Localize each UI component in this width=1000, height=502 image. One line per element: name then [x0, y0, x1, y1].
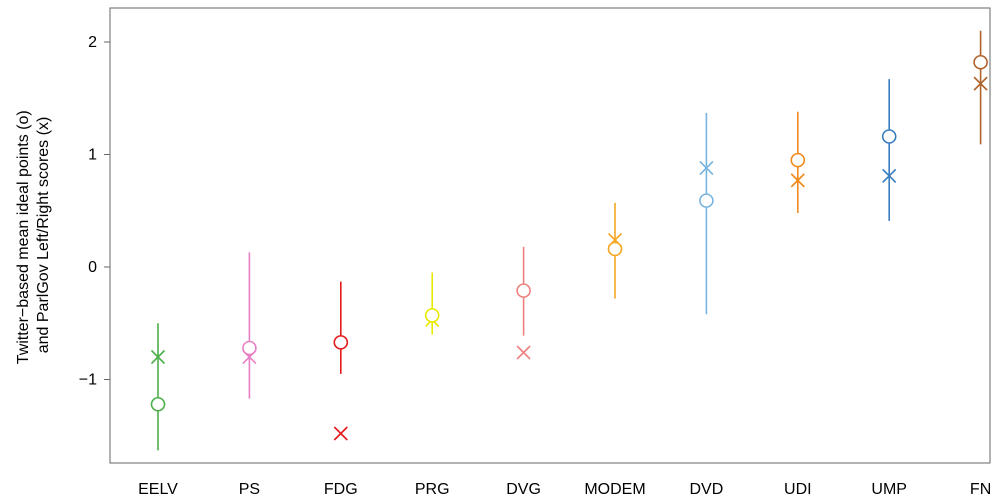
- ideal-point-marker: [516, 283, 531, 298]
- ideal-point-marker: [150, 396, 166, 412]
- ideal-point-marker: [881, 129, 897, 144]
- ideal-point-marker: [699, 193, 714, 208]
- y-axis: 2 1 0 −1: [79, 34, 110, 389]
- x-tick-label: PS: [239, 481, 260, 498]
- plot-frame: [109, 7, 991, 464]
- parlgov-score-marker: [973, 76, 988, 91]
- parlgov-score-marker: [699, 160, 714, 176]
- ideal-point-marker: [333, 335, 349, 350]
- y-tick-label: −1: [79, 372, 97, 389]
- parlgov-score-marker: [516, 345, 531, 360]
- y-axis-label: Twitter−based mean ideal points (o) and …: [15, 106, 52, 364]
- parlgov-score-marker: [150, 349, 166, 365]
- x-tick-label: EELV: [138, 481, 178, 498]
- y-tick-label: 2: [88, 34, 97, 51]
- parlgov-score-marker: [790, 173, 805, 188]
- x-tick-label: FDG: [324, 481, 358, 498]
- ideal-point-marker: [790, 152, 806, 168]
- x-tick-label: UDI: [784, 481, 812, 498]
- ideal-point-marker: [973, 54, 988, 70]
- x-tick-label: MODEM: [584, 481, 645, 498]
- ideal-point-marker: [242, 340, 257, 356]
- x-axis: EELV PS FDG PRG DVG MODEM DVD UDI UMP FN: [138, 481, 991, 498]
- y-axis-label-line-1: Twitter−based mean ideal points (o): [15, 110, 32, 364]
- parlgov-score-marker: [333, 426, 348, 441]
- y-tick-label: 1: [88, 147, 97, 164]
- y-axis-label-line-2: and ParlGov Left/Right scores (x): [35, 117, 52, 354]
- ideal-point-marker: [424, 308, 440, 323]
- x-tick-label: DVG: [506, 481, 541, 498]
- y-tick-label: 0: [88, 259, 97, 276]
- x-tick-label: FN: [970, 481, 991, 498]
- parlgov-score-marker: [882, 168, 897, 183]
- ideal-point-marker: [607, 241, 623, 257]
- x-tick-label: DVD: [690, 481, 724, 498]
- chart-marks: [150, 30, 988, 451]
- x-tick-label: PRG: [415, 481, 450, 498]
- x-tick-label: UMP: [871, 481, 907, 498]
